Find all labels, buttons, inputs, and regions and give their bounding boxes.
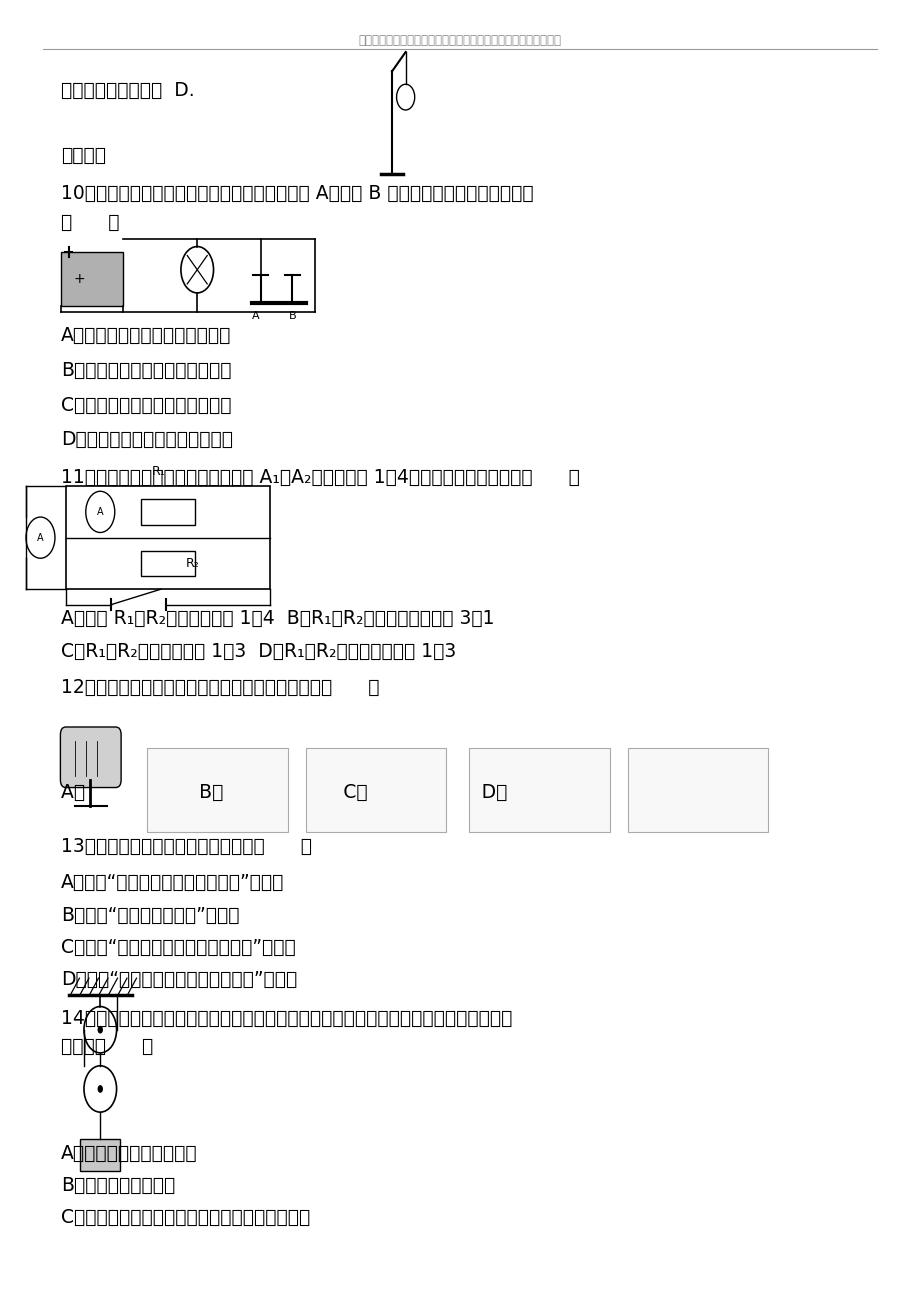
- Text: 14．用如图所示的滑轮组提升重物时（忽略绳重及摩擦），下列做法能提高滑轮组机械效: 14．用如图所示的滑轮组提升重物时（忽略绳重及摩擦），下列做法能提高滑轮组机械效: [62, 1009, 512, 1027]
- Text: 最新学习考试资料试卷件及海量高中、初中教学课尽在金锄头文库: 最新学习考试资料试卷件及海量高中、初中教学课尽在金锄头文库: [358, 34, 561, 47]
- Text: A．电路中的电阻变大，灯泡变亮: A．电路中的电阻变大，灯泡变亮: [62, 326, 232, 345]
- Text: C．改变绳子的绕法，减少承担重物的绳子的段数: C．改变绳子的绕法，减少承担重物的绳子的段数: [62, 1208, 311, 1228]
- Bar: [66, 486, 269, 590]
- Circle shape: [97, 1085, 103, 1092]
- Text: A: A: [251, 311, 259, 320]
- Text: 放大镜聚光烤焦纸片  D.: 放大镜聚光烤焦纸片 D.: [62, 81, 195, 100]
- Text: A．增加物体被提升的高度: A．增加物体被提升的高度: [62, 1144, 198, 1163]
- Circle shape: [97, 1026, 103, 1034]
- Bar: [147, 749, 288, 832]
- Text: C．R₁、R₂的阻值之比是 1：3  D．R₁、R₂的电功率之比是 1：3: C．R₁、R₂的阻值之比是 1：3 D．R₁、R₂的电功率之比是 1：3: [62, 642, 456, 660]
- Text: （      ）: （ ）: [62, 212, 119, 232]
- Bar: [627, 749, 767, 832]
- Text: B．探究“杠杆的平衡条件”的实验: B．探究“杠杆的平衡条件”的实验: [62, 906, 240, 924]
- Text: R₂: R₂: [186, 557, 199, 570]
- Text: 压缩空气: 压缩空气: [62, 146, 107, 164]
- Text: A．探究“影响压力作用效果的因素”的实验: A．探究“影响压力作用效果的因素”的实验: [62, 874, 284, 892]
- Text: R₁: R₁: [152, 465, 165, 478]
- Text: 10．如图所示，选取一根自动铅笔芯，固定夹子 A，夹子 B 向右运动，下列说法正确的是: 10．如图所示，选取一根自动铅笔芯，固定夹子 A，夹子 B 向右运动，下列说法正…: [62, 184, 533, 203]
- Bar: [62, 251, 123, 306]
- Text: +: +: [74, 272, 85, 285]
- Bar: [469, 749, 609, 832]
- Text: A: A: [37, 533, 44, 543]
- Text: A．                   B．                    C．                   D．: A． B． C． D．: [62, 784, 507, 802]
- Text: A．通过 R₁、R₂的电流之比是 1：4  B．R₁、R₂两端的电压之比是 3：1: A．通过 R₁、R₂的电流之比是 1：4 B．R₁、R₂两端的电压之比是 3：1: [62, 609, 494, 629]
- Text: B: B: [289, 311, 296, 320]
- FancyBboxPatch shape: [61, 727, 121, 788]
- Bar: [141, 551, 195, 577]
- Text: B．减轻动滑轮的重力: B．减轻动滑轮的重力: [62, 1176, 176, 1195]
- Text: C．探究“物体的动能跟哪些因素有关”的实验: C．探究“物体的动能跟哪些因素有关”的实验: [62, 937, 296, 957]
- Bar: [141, 499, 195, 525]
- Text: 率的有（      ）: 率的有（ ）: [62, 1036, 153, 1056]
- Bar: [80, 1139, 120, 1172]
- Bar: [306, 749, 446, 832]
- Text: D．电路中的电阻变小，灯泡变暗: D．电路中的电阻变小，灯泡变暗: [62, 430, 233, 449]
- Text: D．探究“串、并联电路中电流的规律”的实验: D．探究“串、并联电路中电流的规律”的实验: [62, 970, 297, 990]
- Text: B．电路中的电阻变小，灯泡变亮: B．电路中的电阻变小，灯泡变亮: [62, 361, 232, 380]
- Text: A: A: [96, 506, 104, 517]
- Text: C．电路中的电阻变大，灯泡变暗: C．电路中的电阻变大，灯泡变暗: [62, 396, 232, 414]
- Text: 11．如图所示，闭合开关后，电流表 A₁、A₂的示数比为 1：4，则下列说法正确的是（      ）: 11．如图所示，闭合开关后，电流表 A₁、A₂的示数比为 1：4，则下列说法正确…: [62, 467, 580, 487]
- Text: 12．如图所示的动圈式话筒，能说明其原理的是图（      ）: 12．如图所示的动圈式话筒，能说明其原理的是图（ ）: [62, 677, 380, 697]
- Circle shape: [396, 85, 414, 109]
- Text: 13．下列实验中用到控制变量法的有（      ）: 13．下列实验中用到控制变量法的有（ ）: [62, 837, 312, 857]
